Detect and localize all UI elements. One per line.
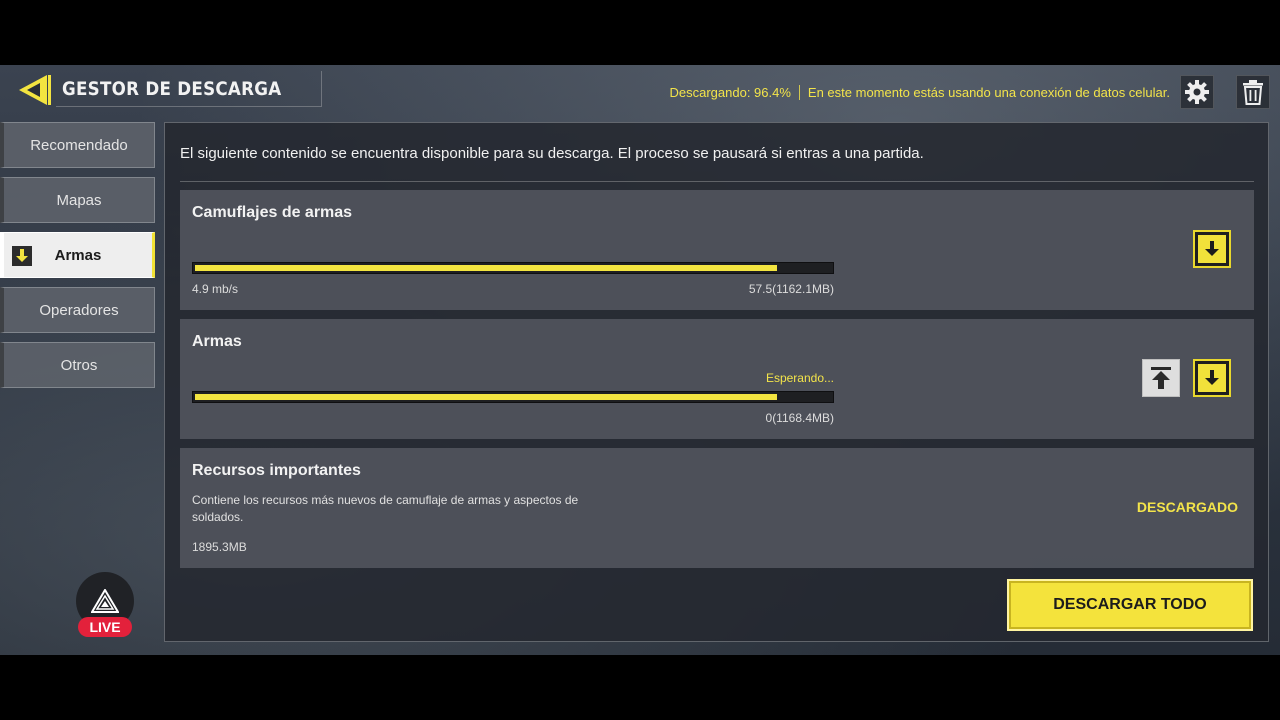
live-stream-badge[interactable]: LIVE	[76, 572, 134, 642]
back-button[interactable]	[14, 73, 52, 107]
sidebar-item-recomendado[interactable]: Recomendado	[0, 122, 155, 168]
progress-fill	[195, 265, 777, 271]
download-status-line: Descargando: 96.4% En este momento estás…	[669, 85, 1170, 100]
download-icon	[1205, 370, 1219, 385]
stream-logo-icon	[91, 589, 119, 613]
download-item-armas: Armas Esperando... 0(1168.4MB)	[180, 319, 1254, 439]
download-all-button[interactable]: DESCARGAR TODO	[1007, 579, 1253, 631]
divider	[180, 181, 1254, 182]
trash-icon	[1243, 80, 1263, 105]
download-icon	[12, 246, 32, 266]
delete-button[interactable]	[1236, 75, 1270, 109]
sidebar-item-otros[interactable]: Otros	[0, 342, 155, 388]
item-title: Recursos importantes	[192, 462, 361, 479]
download-item-recursos: Recursos importantes Contiene los recurs…	[180, 448, 1254, 568]
connection-notice: En este momento estás usando una conexió…	[807, 85, 1170, 100]
sidebar-item-mapas[interactable]: Mapas	[0, 177, 155, 223]
move-to-top-icon	[1151, 367, 1171, 389]
sidebar-item-operadores[interactable]: Operadores	[0, 287, 155, 333]
back-arrow-icon	[19, 75, 51, 105]
prioritize-button[interactable]	[1142, 359, 1180, 397]
category-sidebar: Recomendado Mapas Armas Operadores Otros	[0, 122, 155, 397]
item-description: Contiene los recursos más nuevos de camu…	[192, 493, 579, 524]
page-title: GESTOR DE DESCARGA	[56, 71, 323, 107]
download-item-button[interactable]	[1193, 230, 1231, 268]
live-label: LIVE	[78, 617, 132, 637]
progress-fill	[195, 394, 777, 400]
download-progress-text: Descargando: 96.4%	[669, 85, 791, 100]
download-size: 1895.3MB	[192, 540, 247, 554]
download-size: 57.5(1162.1MB)	[748, 282, 834, 296]
progress-bar	[192, 262, 834, 274]
panel-info-text: El siguiente contenido se encuentra disp…	[180, 145, 924, 162]
gear-icon	[1185, 80, 1209, 104]
progress-bar	[192, 391, 834, 403]
download-icon	[1205, 241, 1219, 256]
item-title: Armas	[192, 333, 242, 350]
download-item-button[interactable]	[1193, 359, 1231, 397]
download-item-camuflajes: Camuflajes de armas 4.9 mb/s 57.5(1162.1…	[180, 190, 1254, 310]
item-status: Esperando...	[765, 371, 834, 385]
downloaded-status: DESCARGADO	[1136, 499, 1238, 515]
download-size: 0(1168.4MB)	[765, 411, 834, 425]
game-screen: GESTOR DE DESCARGA Descargando: 96.4% En…	[0, 65, 1280, 655]
download-speed: 4.9 mb/s	[192, 282, 239, 296]
settings-button[interactable]	[1180, 75, 1214, 109]
item-title: Camuflajes de armas	[192, 204, 353, 221]
status-divider	[798, 85, 800, 100]
sidebar-item-armas[interactable]: Armas	[0, 232, 155, 278]
download-panel: El siguiente contenido se encuentra disp…	[164, 122, 1269, 642]
